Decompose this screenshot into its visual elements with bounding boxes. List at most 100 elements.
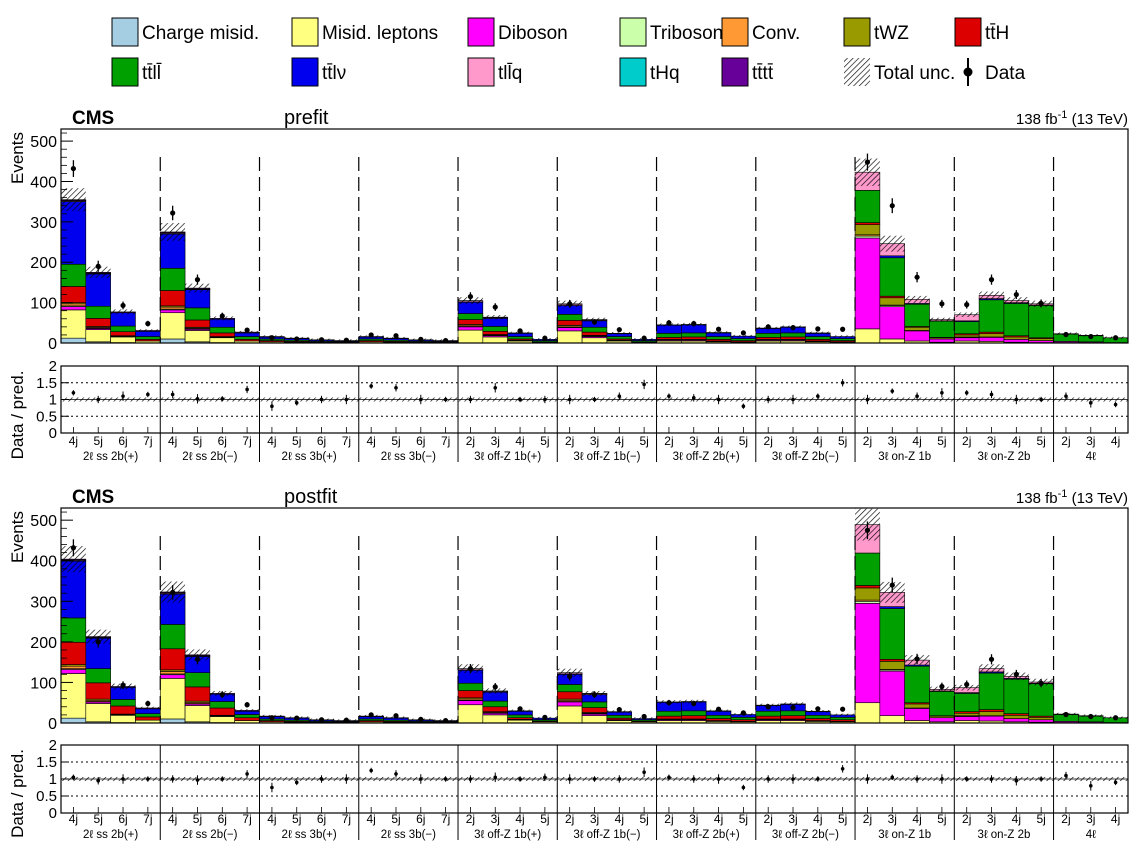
category-label: 2ℓ ss 3b(+)	[282, 451, 337, 463]
bin-label: 5j	[292, 434, 301, 448]
ratio-point	[419, 777, 423, 781]
bar-segment	[1004, 719, 1029, 722]
y-tick-label: 500	[30, 513, 57, 530]
bar-segment	[86, 704, 111, 722]
data-point	[642, 714, 647, 719]
category-label: 3ℓ off-Z 1b(−)	[573, 451, 640, 463]
bin-label: 4j	[515, 434, 524, 448]
bar-segment	[905, 704, 930, 708]
bin-label: 4j	[168, 812, 177, 826]
ratio-point	[816, 394, 820, 398]
bar-segment	[706, 337, 731, 340]
category-label: 3ℓ on-Z 1b	[878, 451, 931, 463]
y-tick-label: 100	[30, 296, 57, 313]
data-point	[890, 582, 895, 587]
ratio-point	[270, 786, 274, 790]
bin-label: 5j	[94, 812, 103, 826]
ratio-point	[72, 391, 76, 395]
bin-label: 4j	[615, 812, 624, 826]
bar-segment	[880, 607, 905, 609]
bar-segment	[805, 719, 830, 721]
legend-swatch	[620, 58, 646, 86]
bar-segment	[681, 337, 706, 339]
bar-segment	[582, 702, 607, 708]
bin-label: 5j	[391, 812, 400, 826]
bar-segment	[210, 319, 235, 327]
category-label: 2ℓ ss 2b(+)	[83, 829, 138, 841]
y-tick-label: 200	[30, 635, 57, 652]
bar-segment	[86, 683, 111, 699]
bar-segment	[929, 691, 954, 715]
bin-label: 7j	[441, 812, 450, 826]
ratio-point	[72, 776, 76, 780]
unc-box	[929, 318, 954, 322]
ratio-y-tick-label: 1.5	[36, 754, 57, 771]
bar-segment	[880, 671, 905, 716]
bin-label: 4j	[69, 812, 78, 826]
bin-label: 3j	[788, 812, 797, 826]
bar-segment	[185, 673, 210, 687]
bin-label: 7j	[441, 434, 450, 448]
bin-label: 5j	[937, 812, 946, 826]
bin-label: 7j	[143, 812, 152, 826]
category-label: 2ℓ ss 2b(+)	[83, 451, 138, 463]
bar-segment	[905, 666, 930, 703]
bin-label: 4j	[714, 434, 723, 448]
legend-item: tt̄tt̄	[722, 58, 774, 86]
ratio-point	[419, 398, 423, 402]
bar-segment	[458, 705, 483, 723]
bar-segment	[61, 669, 86, 673]
category-label: 3ℓ off-Z 2b(+)	[673, 829, 740, 841]
bin-label: 5j	[639, 812, 648, 826]
ratio-y-axis-label: Data / pred.	[8, 371, 27, 460]
lumi-label: 138 fb-1 (13 TeV)	[1016, 109, 1128, 128]
data-point	[220, 313, 225, 318]
data-point	[989, 277, 994, 282]
bin-label: 4j	[912, 434, 921, 448]
bar-segment	[657, 716, 682, 719]
ratio-point	[320, 777, 324, 781]
bar-segment	[135, 331, 160, 336]
bar-segment	[508, 715, 533, 718]
bar-segment	[160, 624, 185, 648]
bar-segment	[855, 585, 880, 587]
bin-label: 5j	[838, 812, 847, 826]
unc-box	[61, 188, 86, 211]
bar-segment	[607, 337, 632, 339]
bin-label: 3j	[1086, 434, 1095, 448]
unc-box	[483, 315, 508, 319]
bar-segment	[657, 337, 682, 339]
bin-label: 4j	[912, 812, 921, 826]
ratio-point	[890, 776, 894, 780]
bin-label: 2j	[1061, 434, 1070, 448]
ratio-point	[791, 398, 795, 402]
legend-item: Misid. leptons	[292, 18, 438, 46]
ratio-point	[717, 398, 721, 402]
y-tick-label: 0	[48, 336, 57, 353]
bin-label: 2j	[466, 812, 475, 826]
bar-segment	[160, 678, 185, 719]
data-point	[815, 326, 820, 331]
ratio-point	[791, 777, 795, 781]
ratio-point	[766, 777, 770, 781]
bar-segment	[855, 601, 880, 603]
y-tick-label: 400	[30, 554, 57, 571]
ratio-point	[642, 383, 646, 387]
ratio-point	[618, 394, 622, 398]
bin-label: 3j	[888, 434, 897, 448]
ratio-point	[990, 777, 994, 781]
legend-label: Data	[985, 63, 1026, 84]
data-point	[1014, 292, 1019, 297]
ratio-point	[1015, 779, 1019, 783]
bar-segment	[905, 304, 930, 326]
legend-swatch	[112, 58, 138, 86]
bar-segment	[855, 190, 880, 222]
data-point	[1088, 714, 1093, 719]
bar-segment	[880, 256, 905, 258]
bar-segment	[607, 715, 632, 718]
bin-label: 4j	[69, 434, 78, 448]
bar-segment	[582, 708, 607, 713]
bar-segment	[880, 716, 905, 723]
